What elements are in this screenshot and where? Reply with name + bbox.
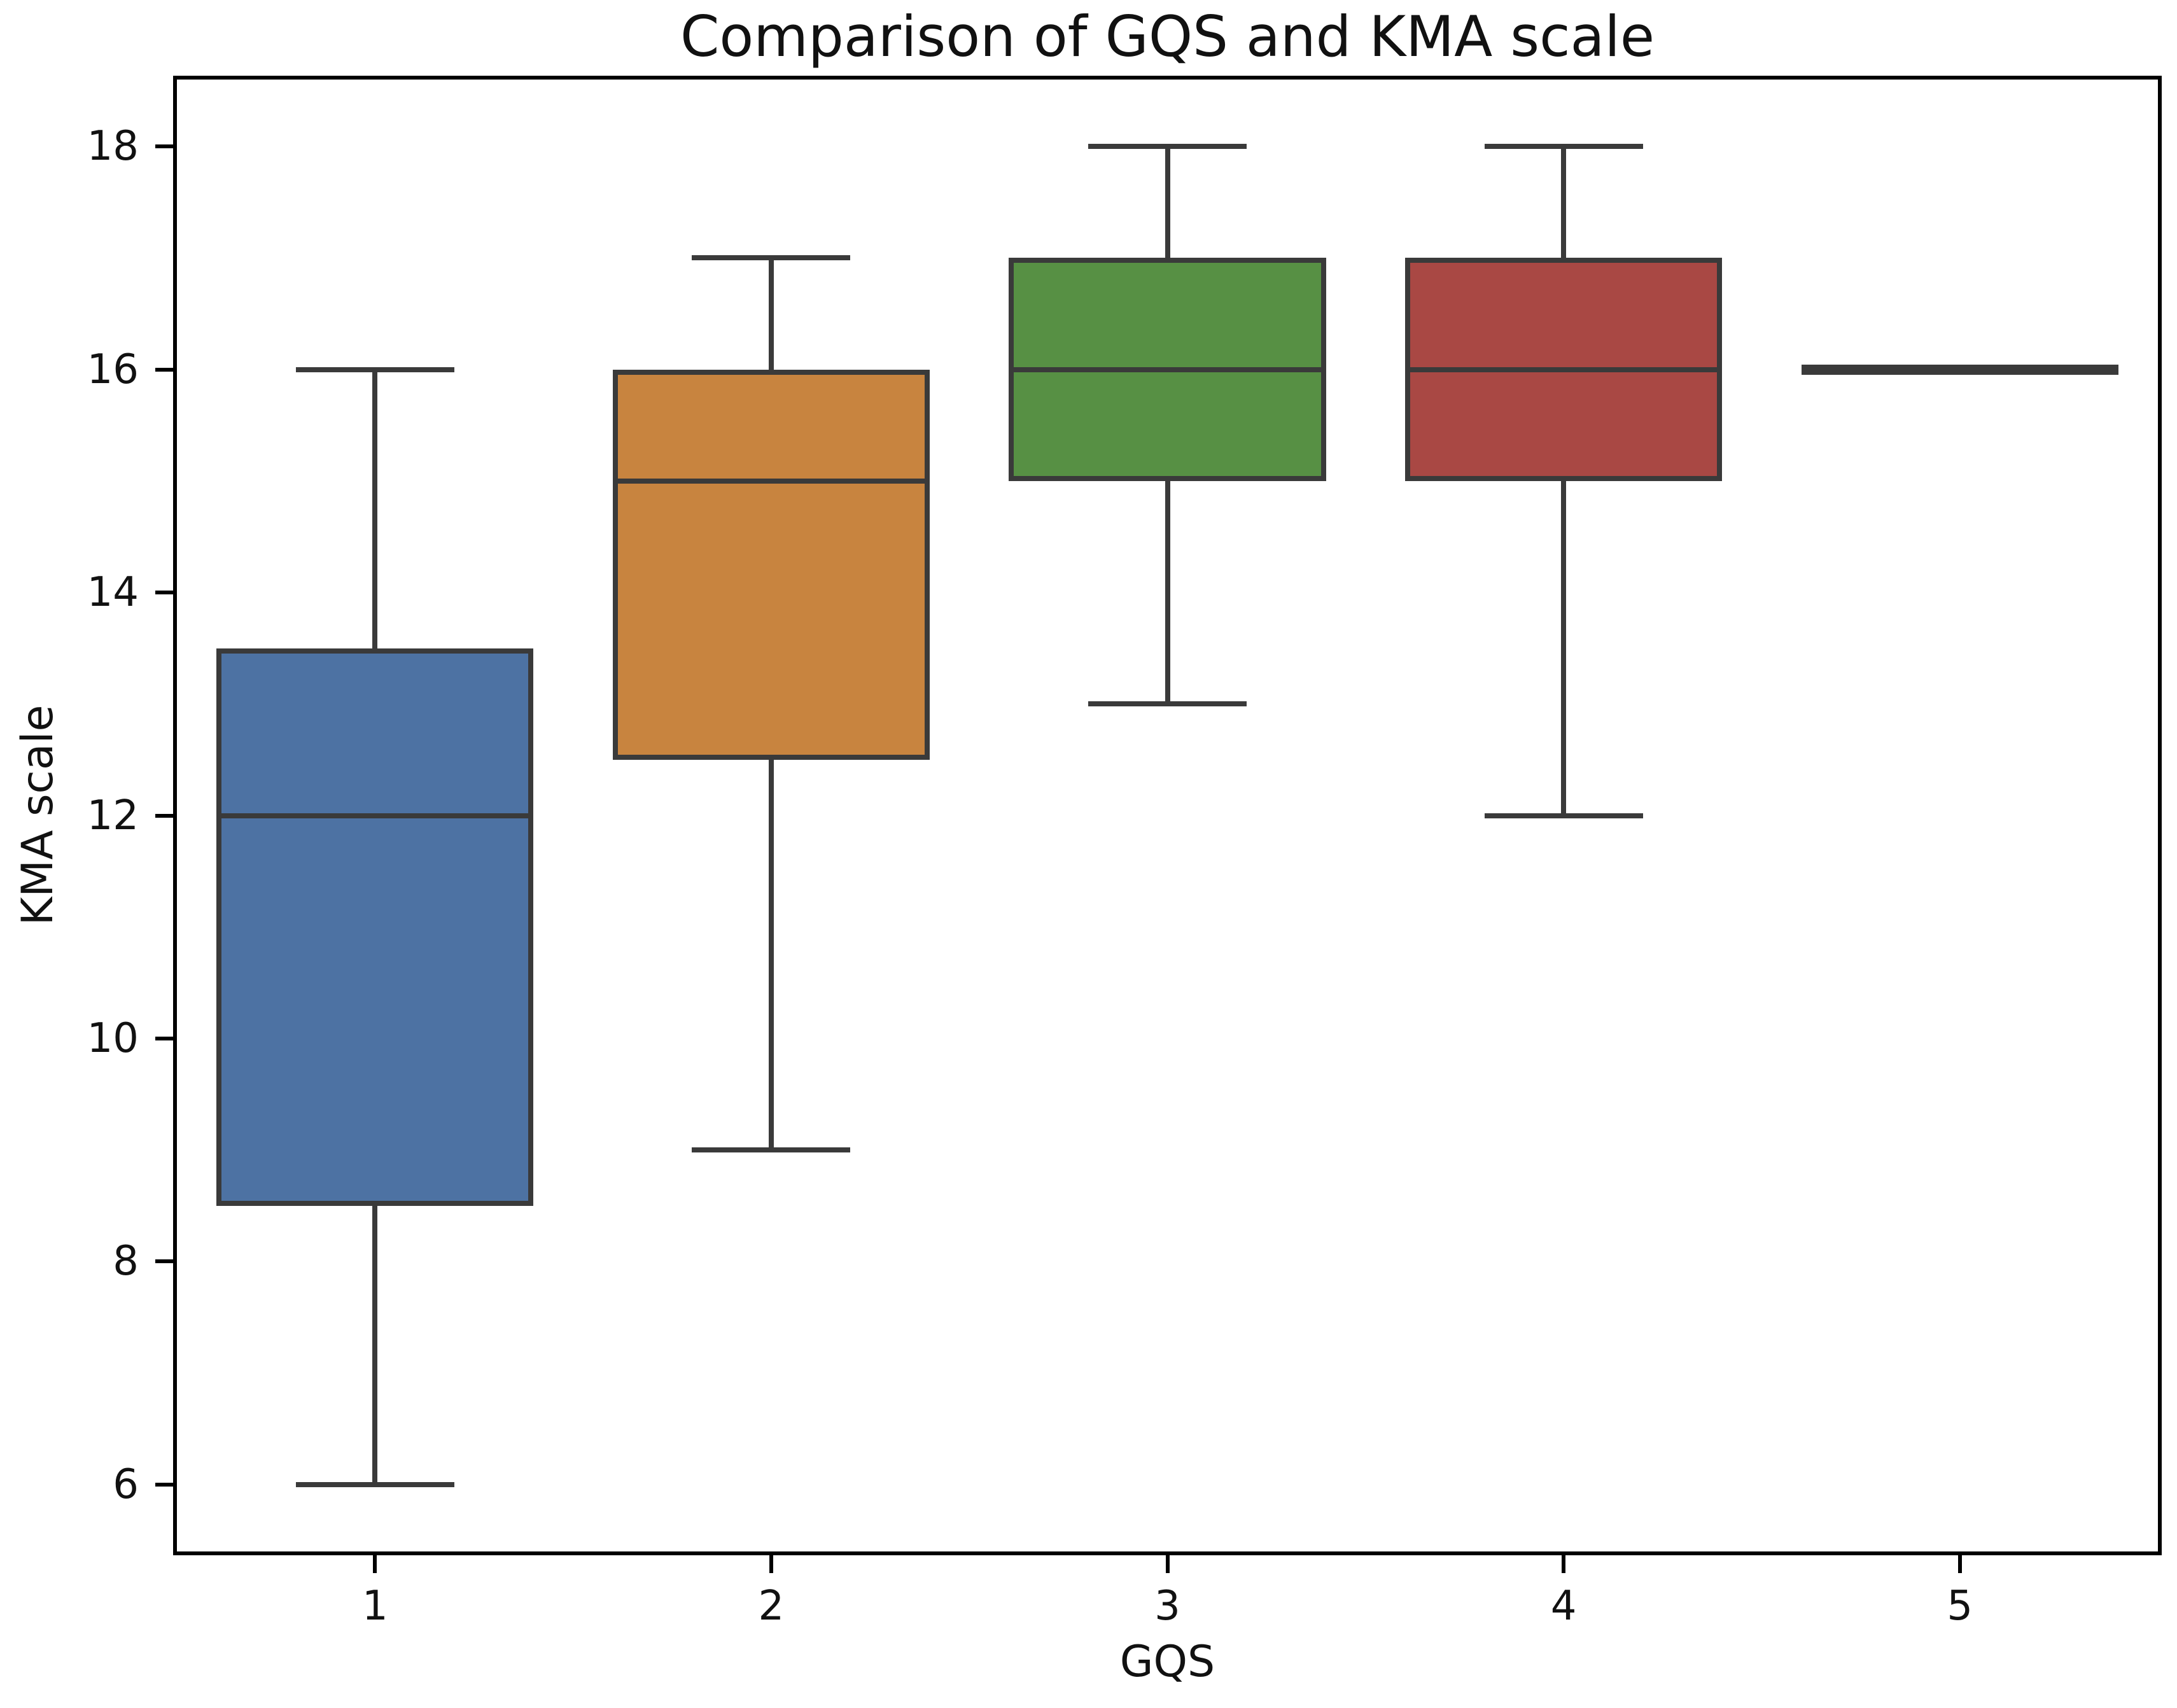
chart-title: Comparison of GQS and KMA scale: [680, 4, 1655, 69]
box-1-rect: [216, 648, 534, 1206]
x-tick-mark: [769, 1555, 773, 1573]
box-4-cap-upper: [1484, 144, 1643, 150]
y-tick-label: 16: [87, 346, 139, 393]
box-1-cap-upper: [295, 367, 454, 372]
box-1-cap-lower: [295, 1481, 454, 1487]
box-2-whisker-upper: [768, 258, 774, 370]
box-3-whisker-lower: [1165, 480, 1170, 704]
x-tick-label: 1: [361, 1583, 388, 1630]
y-tick-label: 8: [113, 1238, 139, 1285]
y-tick-label: 18: [87, 123, 139, 171]
box-4-cap-lower: [1484, 813, 1643, 818]
box-3-cap-upper: [1088, 144, 1247, 150]
y-tick-mark: [155, 1036, 173, 1040]
box-2-median: [612, 478, 930, 484]
y-tick-mark: [155, 367, 173, 372]
box-3-whisker-upper: [1165, 146, 1170, 258]
x-axis-label: GQS: [1119, 1637, 1215, 1687]
x-tick-label: 5: [1947, 1583, 1973, 1630]
x-tick-label: 3: [1154, 1583, 1180, 1630]
y-tick-mark: [155, 591, 173, 595]
y-tick-label: 12: [87, 792, 139, 839]
y-tick-mark: [155, 813, 173, 818]
box-2-rect: [612, 369, 930, 760]
box-5-collapsed-line: [1801, 364, 2118, 375]
y-tick-label: 10: [87, 1014, 139, 1062]
y-tick-label: 14: [87, 569, 139, 617]
box-4-whisker-lower: [1561, 480, 1567, 816]
box-2-cap-lower: [692, 1147, 851, 1153]
x-tick-mark: [1562, 1555, 1566, 1573]
box-4-median: [1405, 367, 1723, 372]
box-1-whisker-lower: [372, 1205, 378, 1485]
box-2-whisker-lower: [768, 759, 774, 1151]
box-4-whisker-upper: [1561, 146, 1567, 258]
x-tick-label: 4: [1550, 1583, 1577, 1630]
x-tick-mark: [373, 1555, 377, 1573]
x-tick-label: 2: [758, 1583, 785, 1630]
box-3-cap-lower: [1088, 701, 1247, 707]
x-tick-mark: [1957, 1555, 1962, 1573]
box-1-median: [216, 813, 534, 818]
box-3-median: [1009, 367, 1326, 372]
y-tick-mark: [155, 144, 173, 149]
box-1-whisker-upper: [372, 369, 378, 648]
y-tick-label: 6: [113, 1460, 139, 1508]
x-tick-mark: [1165, 1555, 1170, 1573]
box-2-cap-upper: [692, 255, 851, 261]
y-tick-mark: [155, 1259, 173, 1264]
y-tick-mark: [155, 1482, 173, 1487]
